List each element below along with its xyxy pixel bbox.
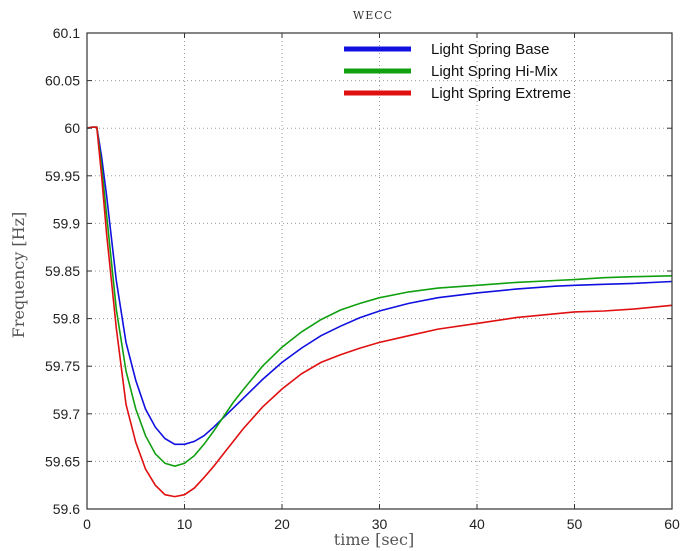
chart-title: WECC: [353, 9, 393, 22]
y-tick-label: 60: [64, 120, 80, 136]
y-tick-label: 59.6: [53, 501, 80, 517]
x-tick-label: 10: [177, 516, 193, 532]
y-tick-label: 59.9: [53, 215, 80, 231]
y-tick-label: 60.05: [45, 73, 80, 89]
y-axis-label: Frequency [Hz]: [9, 212, 28, 339]
y-tick-label: 59.8: [53, 311, 80, 327]
legend-label-1: Light Spring Base: [431, 41, 549, 58]
x-tick-label: 50: [567, 516, 583, 532]
x-tick-label: 30: [372, 516, 388, 532]
axis-ticks: 0 10 20 30 40 50 60 59.6 59.65 59.7 59.75 59.8 59.85…: [45, 25, 680, 532]
x-tick-label: 20: [274, 516, 290, 532]
x-tick-label: 60: [664, 516, 680, 532]
y-tick-label: 59.65: [45, 453, 80, 469]
x-tick-label: 0: [83, 516, 91, 532]
legend: Light Spring Base Light Spring Hi-Mix Ligh…: [344, 41, 571, 102]
legend-label-3: Light Spring Extreme: [431, 85, 571, 102]
x-tick-label: 40: [469, 516, 485, 532]
y-tick-label: 59.95: [45, 168, 80, 184]
x-axis-label: time [sec]: [334, 530, 414, 549]
series-line-3: [86, 126, 673, 498]
y-tick-label: 59.85: [45, 263, 80, 279]
series-lines: [86, 126, 673, 498]
legend-label-2: Light Spring Hi-Mix: [431, 63, 558, 80]
series-line-1: [86, 126, 673, 446]
series-line-2: [86, 126, 673, 468]
y-tick-label: 59.7: [53, 406, 80, 422]
grid: [87, 33, 672, 509]
y-tick-label: 60.1: [53, 25, 80, 41]
y-tick-label: 59.75: [45, 358, 80, 374]
